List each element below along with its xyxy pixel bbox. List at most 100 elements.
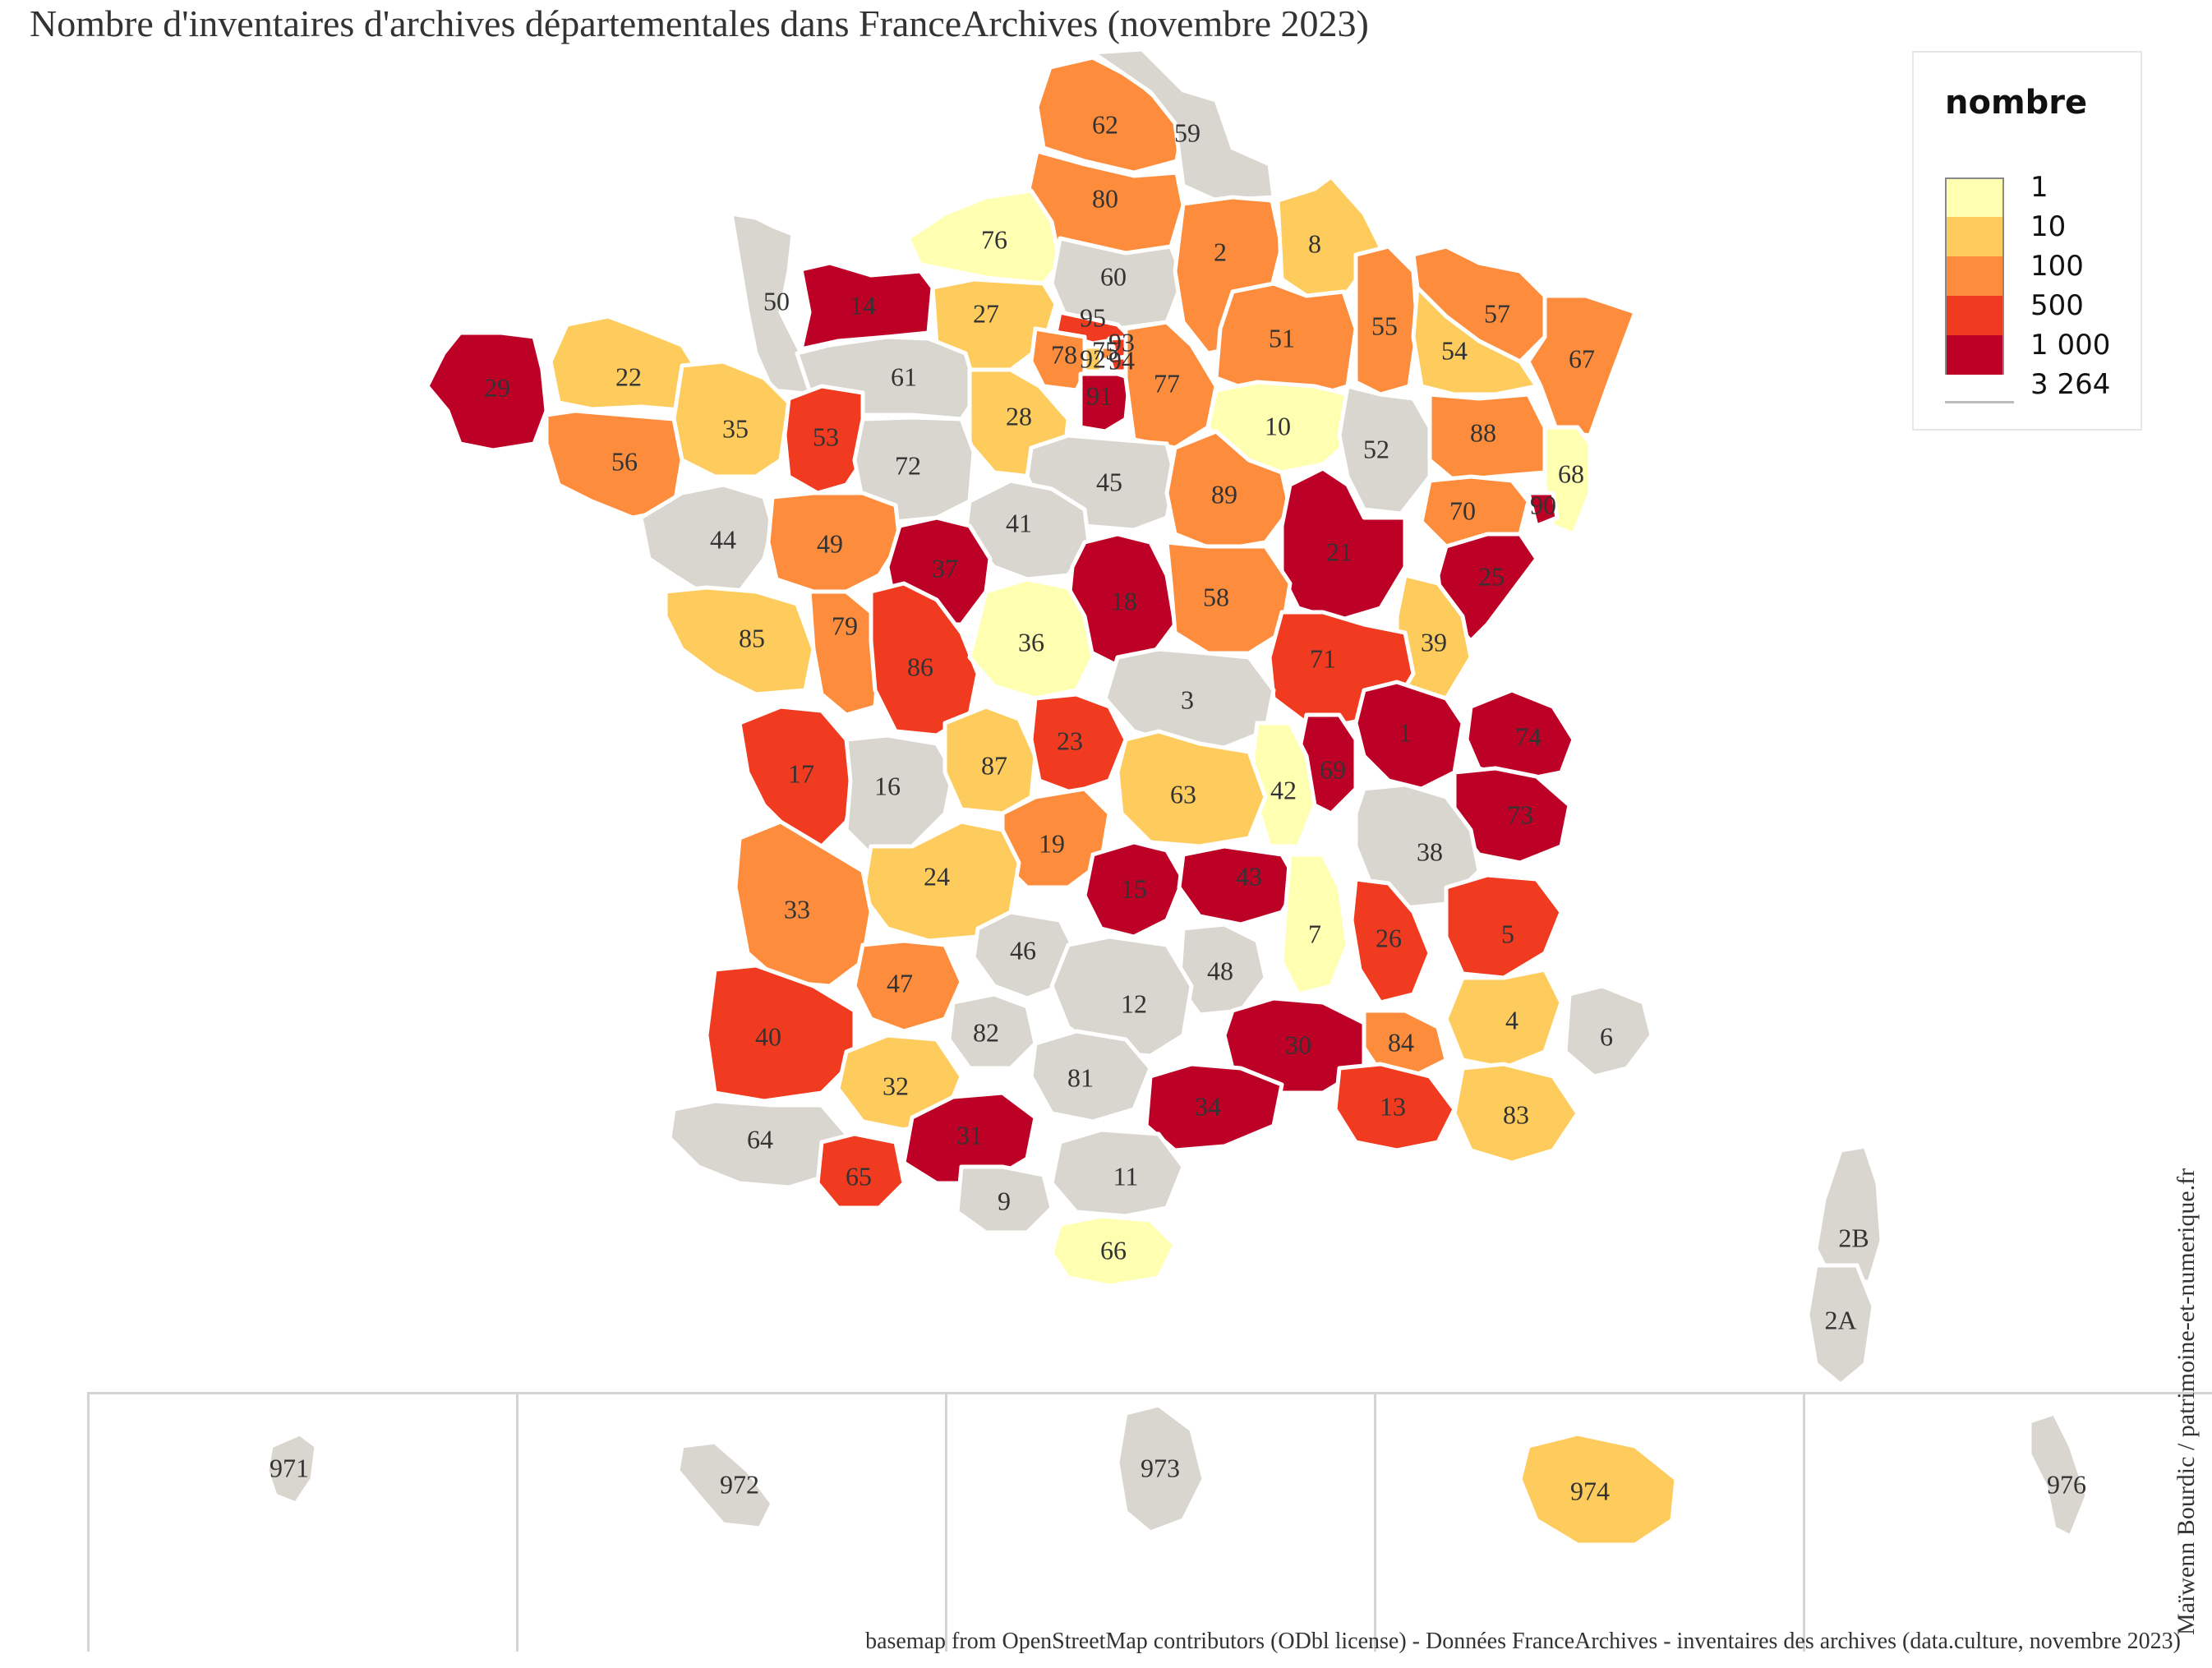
department-label-87: 87: [981, 750, 1007, 780]
department-label-19: 19: [1039, 828, 1065, 858]
department-label-31: 31: [956, 1120, 983, 1150]
legend-entry: 10: [1945, 210, 2134, 256]
department-13: [1333, 1062, 1457, 1153]
department-label-35: 35: [722, 413, 749, 443]
department-label-69: 69: [1320, 754, 1346, 784]
department-label-8: 8: [1308, 228, 1321, 258]
department-label-58: 58: [1203, 582, 1229, 611]
department-label-82: 82: [973, 1017, 999, 1047]
inset-panel-reunion: [1374, 1392, 1801, 1652]
department-label-88: 88: [1470, 417, 1496, 447]
legend-label: 1: [2030, 171, 2048, 204]
department-55: [1353, 244, 1420, 397]
department-label-13: 13: [1380, 1091, 1406, 1121]
overseas-973: [1115, 1403, 1206, 1535]
overseas-label-976: 976: [2047, 1469, 2086, 1499]
department-label-86: 86: [907, 652, 933, 681]
department-1: [1353, 680, 1465, 791]
department-label-29: 29: [484, 372, 510, 402]
department-21: [1279, 466, 1408, 623]
legend-swatch: [1945, 177, 2004, 217]
department-label-36: 36: [1018, 627, 1044, 657]
department-label-14: 14: [850, 290, 876, 320]
department-84: [1362, 1008, 1449, 1079]
department-label-24: 24: [924, 861, 950, 891]
department-7: [1279, 852, 1350, 997]
department-90: [1526, 491, 1560, 528]
department-59: [1090, 47, 1276, 203]
map-title: Nombre d'inventaires d'archives départem…: [30, 2, 1369, 44]
department-label-3: 3: [1181, 684, 1194, 714]
overseas-label-971: 971: [270, 1453, 309, 1482]
department-label-2A: 2A: [1824, 1305, 1856, 1334]
department-label-50: 50: [763, 286, 790, 316]
department-52: [1337, 384, 1432, 516]
department-label-10: 10: [1265, 411, 1291, 440]
department-31: [901, 1090, 1038, 1186]
department-label-46: 46: [1010, 935, 1036, 965]
department-label-71: 71: [1310, 643, 1336, 673]
department-label-68: 68: [1558, 458, 1584, 488]
department-79: [807, 589, 882, 717]
department-81: [1029, 1029, 1153, 1124]
department-label-30: 30: [1285, 1030, 1311, 1059]
department-label-63: 63: [1170, 779, 1196, 809]
department-label-15: 15: [1121, 873, 1147, 903]
department-label-11: 11: [1113, 1161, 1139, 1191]
department-label-77: 77: [1154, 368, 1180, 398]
legend-entry: 1 000: [1945, 329, 2134, 375]
legend-entry: 500: [1945, 289, 2134, 335]
department-label-12: 12: [1121, 988, 1147, 1018]
department-label-9: 9: [998, 1186, 1011, 1215]
department-label-57: 57: [1484, 298, 1510, 328]
department-label-74: 74: [1515, 721, 1541, 751]
department-label-1: 1: [1399, 717, 1412, 747]
department-label-70: 70: [1449, 495, 1476, 525]
legend: nombre 1 10 100 500 1 000 3 264: [1912, 51, 2142, 431]
department-11: [1049, 1127, 1186, 1219]
department-49: [766, 491, 902, 594]
department-83: [1452, 1062, 1580, 1165]
department-label-37: 37: [932, 553, 958, 583]
department-label-4: 4: [1505, 1005, 1518, 1034]
department-label-75: 75: [1092, 335, 1118, 365]
departments-layer: [425, 47, 1884, 1387]
department-label-21: 21: [1326, 537, 1353, 566]
department-label-5: 5: [1501, 919, 1514, 948]
department-label-78: 78: [1051, 339, 1077, 369]
legend-swatch: [1945, 217, 2004, 256]
source-note: basemap from OpenStreetMap contributors …: [865, 1629, 2181, 1654]
department-36: [967, 577, 1095, 701]
department-53: [782, 384, 865, 495]
department-91: [1078, 371, 1132, 434]
department-label-48: 48: [1207, 956, 1233, 985]
department-label-85: 85: [739, 623, 765, 652]
department-label-80: 80: [1092, 183, 1118, 213]
department-label-22: 22: [615, 362, 642, 391]
inset-panel-guadeloupe: [87, 1392, 514, 1652]
department-label-38: 38: [1417, 836, 1443, 866]
overseas-label-974: 974: [1570, 1476, 1610, 1505]
department-74: [1464, 688, 1576, 783]
legend-no-data-line: [1945, 401, 2014, 403]
department-label-27: 27: [973, 298, 999, 328]
department-63: [1115, 729, 1268, 849]
department-label-28: 28: [1006, 401, 1032, 431]
department-label-44: 44: [710, 524, 736, 554]
department-44: [638, 482, 775, 598]
department-16: [844, 733, 956, 857]
legend-label: 3 264: [2030, 368, 2111, 401]
department-label-61: 61: [891, 362, 917, 391]
department-label-51: 51: [1269, 323, 1295, 352]
department-label-41: 41: [1006, 508, 1032, 537]
department-label-76: 76: [981, 224, 1007, 254]
department-label-53: 53: [813, 422, 839, 451]
department-label-55: 55: [1371, 311, 1398, 340]
department-label-94: 94: [1108, 345, 1135, 375]
department-label-95: 95: [1080, 302, 1106, 332]
author-credit: Maïwenn Bourdic / patrimoine-et-numeriqu…: [2173, 1168, 2200, 1635]
department-label-92: 92: [1080, 343, 1106, 373]
department-label-81: 81: [1067, 1062, 1094, 1092]
